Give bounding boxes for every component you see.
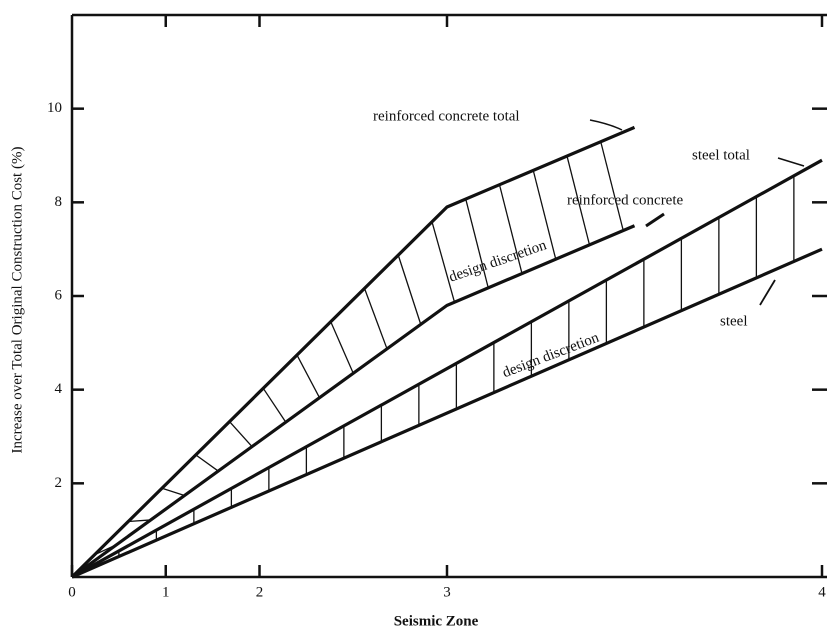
series-line: [71, 247, 823, 579]
hatch: [600, 141, 624, 231]
hatch: [465, 198, 489, 289]
arrow: [759, 279, 776, 306]
hatch: [229, 421, 253, 448]
series-line: [70, 125, 636, 579]
hatch: [330, 321, 354, 374]
arrow: [589, 119, 623, 131]
hatch: [431, 221, 456, 303]
y-tick-label: 8: [55, 194, 63, 210]
x-tick-label: 0: [68, 584, 76, 600]
y-tick-label: 2: [55, 475, 63, 491]
series-line: [71, 224, 636, 579]
x-axis-label: Seismic Zone: [394, 613, 479, 629]
hatch: [363, 288, 388, 350]
series-line: [71, 158, 823, 579]
annotation-label: steel: [720, 313, 748, 329]
y-tick-label: 4: [55, 381, 63, 397]
annotation-label: design discretion: [500, 330, 601, 382]
x-tick-label: 3: [443, 584, 451, 600]
annotation-label: steel total: [692, 147, 750, 163]
annotation-label: reinforced concrete total: [373, 108, 520, 124]
annotation-label: design discretion: [447, 237, 549, 286]
hatch: [128, 519, 151, 523]
hatch: [498, 184, 523, 274]
y-tick-label: 10: [47, 100, 62, 116]
hatch: [532, 170, 557, 260]
y-tick-label: 6: [55, 287, 63, 303]
hatch: [397, 254, 422, 325]
arrow: [777, 157, 805, 167]
x-tick-label: 1: [162, 584, 170, 600]
hatch: [262, 387, 287, 423]
hatch: [161, 487, 185, 497]
hatch: [195, 454, 219, 472]
x-tick-label: 4: [818, 584, 826, 600]
hatch: [296, 354, 321, 399]
y-axis-label: Increase over Total Original Constructio…: [9, 147, 25, 454]
annotation-label: reinforced concrete: [567, 192, 684, 208]
arrow: [645, 212, 665, 228]
hatch: [566, 155, 591, 246]
x-tick-label: 2: [256, 584, 264, 600]
